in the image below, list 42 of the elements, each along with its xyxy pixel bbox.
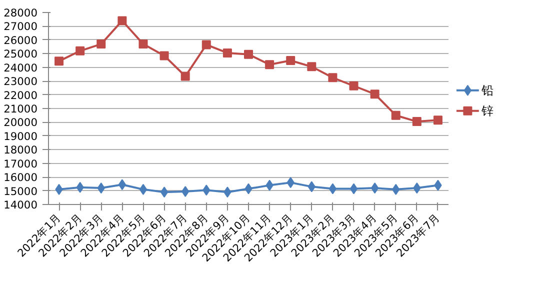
y-tick-label: 16000 [4, 171, 38, 184]
y-tick-label: 27000 [4, 20, 38, 34]
point [160, 186, 168, 198]
y-tick-label: 15000 [4, 184, 38, 198]
y-tick-label: 18000 [4, 144, 38, 157]
y-tick-label: 14000 [4, 198, 38, 212]
y-tick-label: 19000 [4, 130, 38, 143]
y-tick-label: 22000 [4, 88, 38, 102]
point [202, 40, 211, 50]
y-tick-label: 25000 [4, 48, 38, 61]
point [370, 90, 380, 99]
point [349, 81, 358, 90]
point [412, 117, 422, 126]
point [433, 116, 442, 125]
legend-label: 铅 [480, 83, 494, 98]
point [76, 46, 85, 56]
point [139, 184, 148, 195]
point [370, 182, 379, 194]
y-tick-label: 24000 [4, 61, 38, 74]
y-tick-label: 28000 [4, 6, 38, 20]
point [118, 16, 127, 26]
point [307, 62, 316, 72]
point [391, 110, 400, 120]
point [286, 56, 296, 65]
point [328, 183, 337, 194]
point [118, 179, 126, 190]
point [138, 40, 148, 49]
point [96, 40, 106, 49]
point [180, 72, 190, 81]
point [350, 183, 358, 194]
point [328, 73, 338, 82]
point [54, 56, 64, 66]
point [160, 51, 169, 60]
legend-label: 锌 [480, 104, 494, 118]
point [222, 48, 232, 58]
y-tick-label: 23000 [4, 75, 38, 88]
y-tick-label: 26000 [4, 34, 38, 47]
point [265, 60, 274, 70]
y-tick-label: 20000 [4, 116, 38, 130]
y-tick-label: 17000 [4, 157, 38, 170]
point [244, 50, 253, 59]
y-tick-label: 21000 [4, 102, 38, 116]
